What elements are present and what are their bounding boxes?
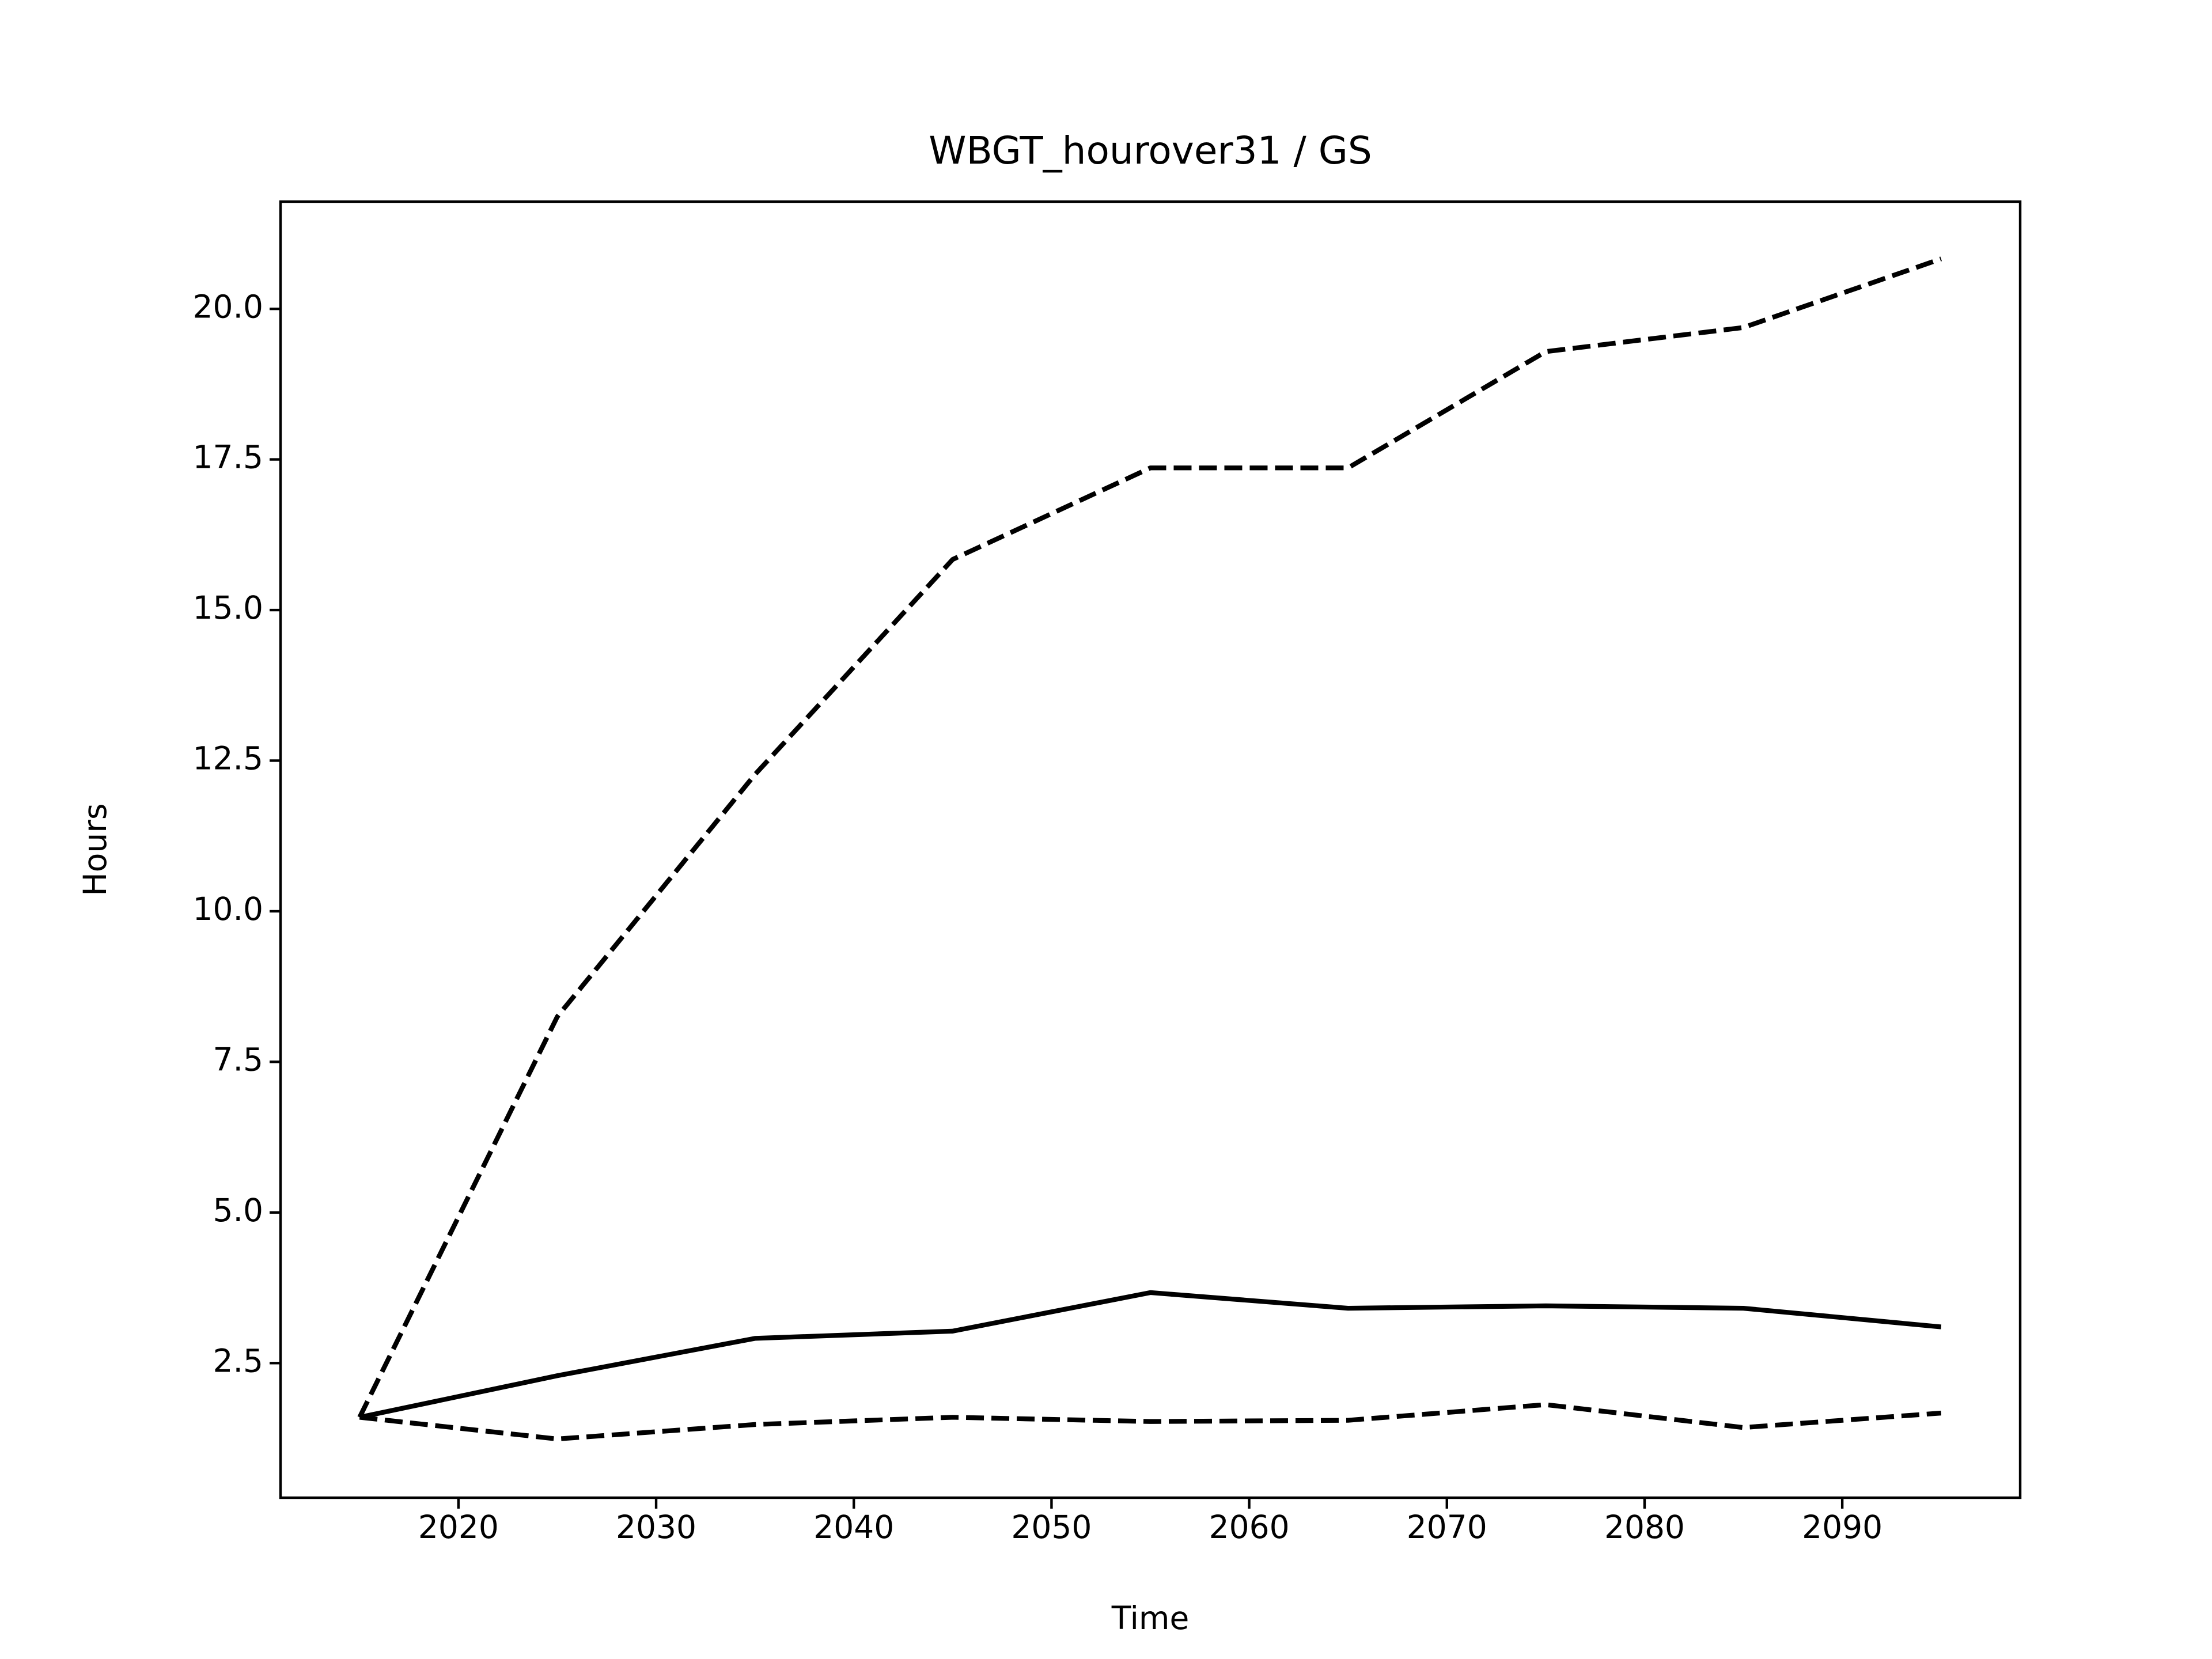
plot-frame: [279, 200, 2022, 1499]
series-line: [359, 1290, 1942, 1420]
y-tick-label: 2.5: [213, 1342, 263, 1379]
y-tick-label: 15.0: [193, 589, 263, 626]
x-tick-label: 2070: [1407, 1509, 1487, 1546]
x-tick-label: 2050: [1011, 1509, 1092, 1546]
x-tick-label: 2090: [1802, 1509, 1883, 1546]
series-line: [357, 256, 1942, 1419]
x-tick-label: 2030: [616, 1509, 696, 1546]
y-tick-label: 5.0: [213, 1192, 263, 1229]
y-tick-label: 17.5: [193, 439, 263, 476]
series-line: [359, 1402, 1942, 1442]
y-tick-label: 10.0: [193, 891, 263, 927]
x-tick-label: 2060: [1209, 1509, 1290, 1546]
y-tick-label: 20.0: [193, 288, 263, 325]
x-tick-label: 2020: [418, 1509, 499, 1546]
x-tick-label: 2080: [1604, 1509, 1685, 1546]
x-tick-label: 2040: [813, 1509, 894, 1546]
y-axis-label: Hours: [77, 803, 113, 896]
x-axis-label: Time: [1111, 1600, 1190, 1637]
y-tick-label: 7.5: [213, 1041, 263, 1078]
chart-title: WBGT_hourover31 / GS: [929, 128, 1372, 173]
y-tick-label: 12.5: [193, 740, 263, 777]
